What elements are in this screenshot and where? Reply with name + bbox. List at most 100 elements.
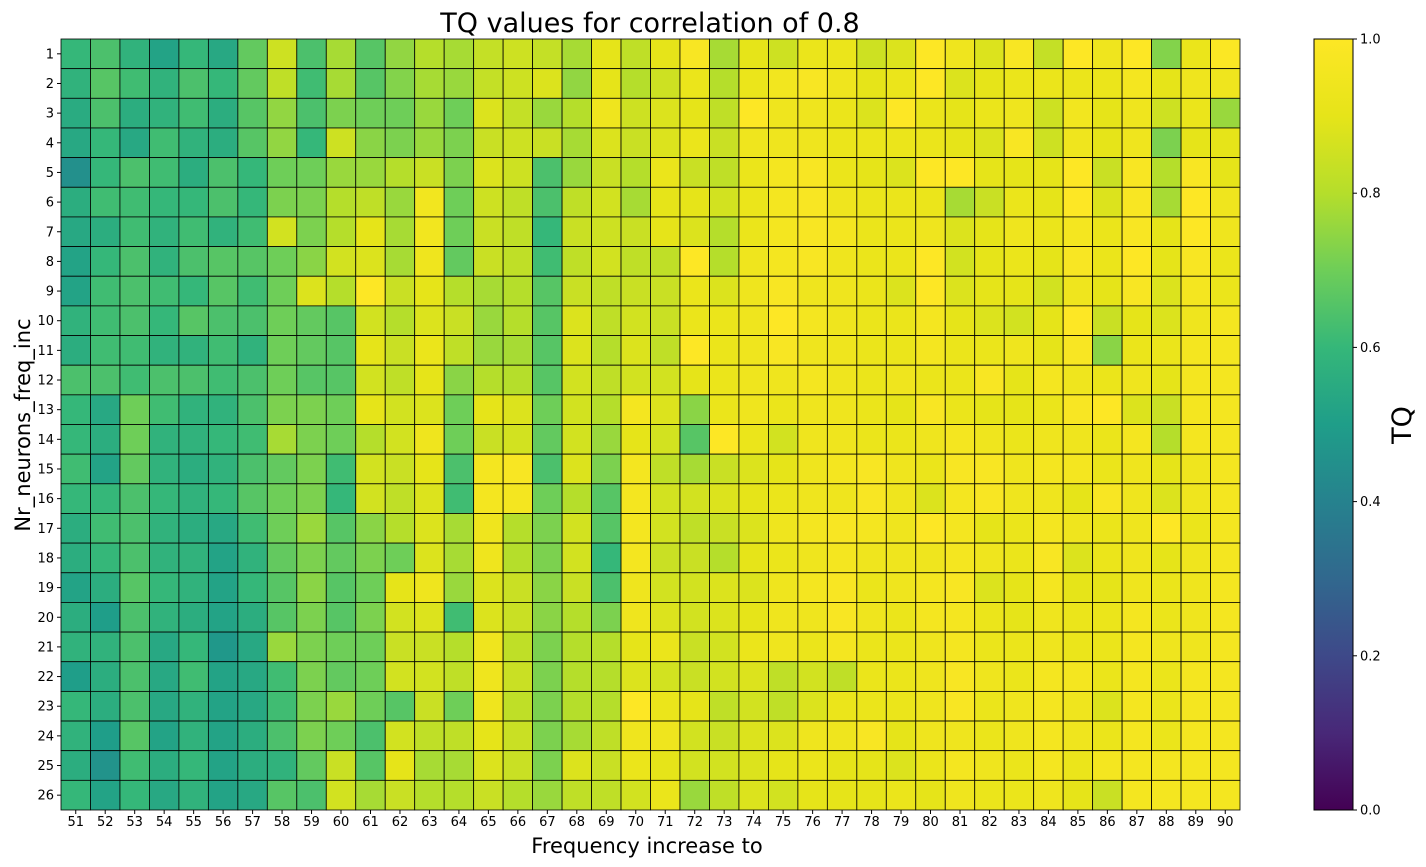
heatmap-cell <box>974 246 1005 277</box>
heatmap-cell <box>325 305 357 336</box>
heatmap-cell <box>207 424 239 455</box>
heatmap-cell <box>1121 335 1152 366</box>
y-tick-label: 13 <box>37 403 54 418</box>
heatmap-cell <box>207 305 239 336</box>
x-tick-label: 56 <box>215 815 232 830</box>
heatmap-cell <box>974 483 1005 514</box>
heatmap-cell <box>679 720 710 752</box>
heatmap-cell <box>1151 38 1182 70</box>
heatmap-cell <box>679 483 710 514</box>
heatmap-cell <box>355 364 386 396</box>
heatmap-cell <box>1151 335 1182 366</box>
heatmap-cell <box>709 186 740 218</box>
heatmap-cell <box>915 542 946 574</box>
heatmap-cell <box>384 602 416 633</box>
heatmap-cell <box>620 542 651 574</box>
heatmap-cell <box>60 157 91 188</box>
heatmap-cell <box>532 127 563 159</box>
heatmap-cell <box>1151 720 1182 752</box>
heatmap-cell <box>266 68 298 99</box>
heatmap-cell <box>679 97 710 129</box>
heatmap-cell <box>620 690 651 722</box>
heatmap-cell <box>797 394 828 425</box>
heatmap-cell <box>119 275 150 307</box>
heatmap-cell <box>443 424 475 455</box>
heatmap-cell <box>1210 483 1241 514</box>
heatmap-cell <box>856 186 887 218</box>
heatmap-cell <box>1151 542 1182 574</box>
y-tick-label: 26 <box>37 789 54 804</box>
heatmap-cell <box>1033 453 1064 485</box>
heatmap-cell <box>325 275 357 307</box>
heatmap-cell <box>1003 750 1035 781</box>
heatmap-cell <box>532 97 563 129</box>
heatmap-cell <box>384 127 416 159</box>
heatmap-cell <box>355 305 386 336</box>
heatmap-cell <box>266 127 298 159</box>
heatmap-cell <box>591 483 622 514</box>
heatmap-cell <box>885 631 917 663</box>
heatmap-cell <box>856 690 887 722</box>
heatmap-cell <box>974 542 1005 574</box>
heatmap-cell <box>325 690 357 722</box>
heatmap-cell <box>532 364 563 396</box>
heatmap-cell <box>384 157 416 188</box>
heatmap-cell <box>502 513 534 544</box>
heatmap-cell <box>1121 779 1152 811</box>
heatmap-cell <box>384 690 416 722</box>
x-tick-label: 57 <box>244 815 261 830</box>
heatmap-cell <box>768 127 799 159</box>
heatmap-cell <box>915 186 946 218</box>
colorbar-tick-label: 0.4 <box>1360 495 1381 510</box>
heatmap-cell <box>237 661 268 692</box>
heatmap-cell <box>768 513 799 544</box>
heatmap-cell <box>1033 335 1064 366</box>
heatmap-cell <box>1033 305 1064 336</box>
heatmap-cell <box>1121 513 1152 544</box>
heatmap-cell <box>1210 186 1241 218</box>
heatmap-cell <box>1003 453 1035 485</box>
heatmap-cell <box>296 483 327 514</box>
heatmap-cell <box>325 661 357 692</box>
heatmap-cell <box>1092 127 1123 159</box>
heatmap-cell <box>443 275 475 307</box>
heatmap-cell <box>60 364 91 396</box>
heatmap-cell <box>1062 631 1094 663</box>
heatmap-cell <box>561 305 592 336</box>
heatmap-cell <box>443 38 475 70</box>
heatmap-cell <box>355 246 386 277</box>
heatmap-cell <box>1092 305 1123 336</box>
heatmap-cell <box>1151 750 1182 781</box>
heatmap-cell <box>650 97 681 129</box>
heatmap-cell <box>443 97 475 129</box>
heatmap-cell <box>944 542 976 574</box>
heatmap-cell <box>679 394 710 425</box>
x-tick-label: 70 <box>627 815 644 830</box>
heatmap-cell <box>591 394 622 425</box>
x-axis: 51 52 53 54 55 56 57 58 59 60 61 62 63 64 65 66 67 68 69 70… <box>67 810 1234 830</box>
heatmap-cell <box>1003 690 1035 722</box>
heatmap-cell <box>119 424 150 455</box>
heatmap-cell <box>178 305 209 336</box>
heatmap-cell <box>532 246 563 277</box>
heatmap-cell <box>1033 275 1064 307</box>
heatmap-cell <box>768 572 799 603</box>
heatmap-cell <box>650 453 681 485</box>
heatmap-cell <box>1210 720 1241 752</box>
heatmap-cell <box>178 720 209 752</box>
heatmap-cell <box>1092 38 1123 70</box>
heatmap-cell <box>591 157 622 188</box>
heatmap-cell <box>443 127 475 159</box>
heatmap-cell <box>443 305 475 336</box>
y-tick-label: 23 <box>37 700 54 715</box>
heatmap-cell <box>1033 513 1064 544</box>
heatmap-cell <box>149 750 180 781</box>
heatmap-cell <box>826 572 858 603</box>
heatmap-cell <box>414 394 445 425</box>
heatmap-cell <box>915 453 946 485</box>
heatmap-cell <box>885 750 917 781</box>
heatmap-cell <box>709 602 740 633</box>
heatmap-cell <box>60 661 91 692</box>
heatmap-cell <box>1121 750 1152 781</box>
heatmap-cell <box>355 335 386 366</box>
